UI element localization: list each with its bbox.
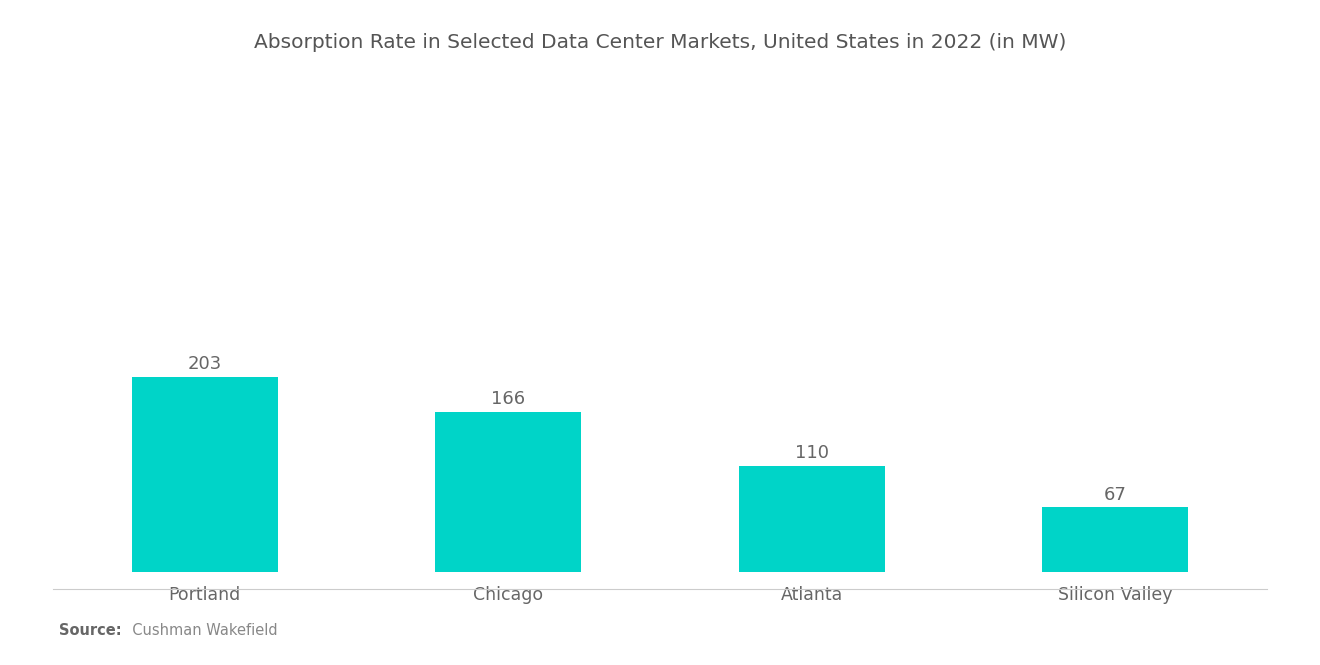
Bar bbox=[739, 466, 884, 572]
Bar bbox=[1043, 507, 1188, 572]
Text: Absorption Rate in Selected Data Center Markets, United States in 2022 (in MW): Absorption Rate in Selected Data Center … bbox=[253, 33, 1067, 53]
Text: 110: 110 bbox=[795, 444, 829, 462]
Text: Cushman Wakefield: Cushman Wakefield bbox=[123, 623, 277, 638]
Bar bbox=[436, 412, 581, 572]
Bar bbox=[132, 376, 277, 572]
Text: Source:: Source: bbox=[59, 623, 121, 638]
Text: 203: 203 bbox=[187, 354, 222, 372]
Text: 166: 166 bbox=[491, 390, 525, 408]
Text: 67: 67 bbox=[1104, 485, 1126, 503]
